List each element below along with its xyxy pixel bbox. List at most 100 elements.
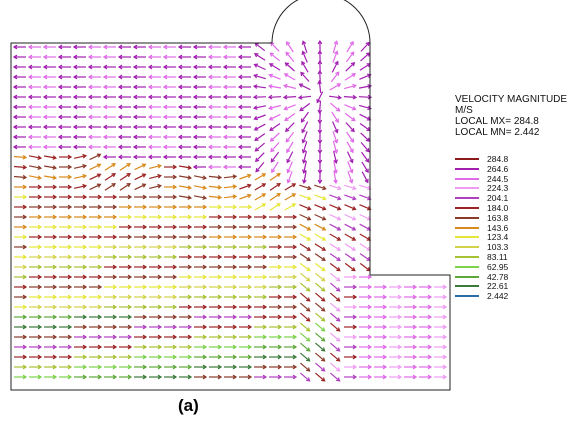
velocity-arrowhead bbox=[268, 73, 274, 78]
velocity-arrowhead bbox=[382, 294, 388, 300]
velocity-arrow bbox=[284, 113, 296, 121]
velocity-arrowhead bbox=[202, 314, 208, 320]
velocity-arrowhead bbox=[365, 147, 370, 153]
velocity-arrowhead bbox=[412, 334, 418, 340]
velocity-arrowhead bbox=[247, 254, 253, 260]
velocity-arrowhead bbox=[112, 324, 118, 330]
velocity-arrowhead bbox=[52, 264, 58, 270]
velocity-arrow bbox=[329, 184, 341, 190]
velocity-arrowhead bbox=[157, 224, 163, 230]
velocity-arrowhead bbox=[202, 264, 208, 270]
velocity-arrowhead bbox=[127, 314, 133, 320]
velocity-arrowhead bbox=[97, 364, 103, 370]
velocity-arrowhead bbox=[298, 83, 304, 88]
velocity-arrow bbox=[302, 141, 308, 153]
velocity-arrowhead bbox=[177, 74, 183, 80]
velocity-arrowhead bbox=[132, 104, 138, 110]
velocity-arrowhead bbox=[142, 354, 148, 360]
velocity-arrowhead bbox=[335, 317, 341, 322]
velocity-arrow bbox=[286, 41, 294, 53]
velocity-arrowhead bbox=[232, 194, 238, 199]
velocity-arrowhead bbox=[336, 216, 342, 221]
velocity-arrowhead bbox=[112, 364, 118, 370]
velocity-arrowhead bbox=[112, 314, 118, 320]
velocity-arrowhead bbox=[202, 214, 208, 220]
velocity-arrowhead bbox=[187, 264, 193, 270]
velocity-arrowhead bbox=[27, 44, 33, 50]
velocity-arrowhead bbox=[292, 334, 298, 340]
velocity-arrowhead bbox=[283, 73, 289, 78]
velocity-arrowhead bbox=[247, 264, 253, 270]
velocity-arrowhead bbox=[67, 234, 73, 240]
velocity-arrow bbox=[330, 302, 340, 312]
velocity-arrowhead bbox=[364, 178, 369, 184]
velocity-arrowhead bbox=[117, 144, 123, 150]
velocity-arrowhead bbox=[333, 179, 338, 185]
legend-row: 224.3 bbox=[455, 183, 508, 193]
velocity-arrowhead bbox=[292, 324, 298, 330]
velocity-arrowhead bbox=[162, 114, 168, 120]
velocity-arrowhead bbox=[442, 334, 448, 340]
velocity-arrowhead bbox=[96, 183, 102, 188]
velocity-arrowhead bbox=[42, 144, 48, 150]
velocity-arrow bbox=[303, 170, 307, 184]
velocity-arrowhead bbox=[305, 367, 311, 372]
velocity-arrowhead bbox=[262, 274, 268, 280]
velocity-arrowhead bbox=[365, 137, 371, 142]
velocity-arrowhead bbox=[397, 364, 403, 370]
velocity-arrowhead bbox=[132, 154, 138, 160]
velocity-arrow bbox=[314, 223, 326, 231]
velocity-arrowhead bbox=[306, 277, 311, 282]
velocity-arrowhead bbox=[82, 194, 88, 200]
velocity-arrowhead bbox=[247, 344, 253, 350]
velocity-arrowhead bbox=[382, 364, 388, 370]
velocity-arrowhead bbox=[67, 324, 73, 330]
velocity-arrow bbox=[286, 151, 294, 163]
velocity-arrowhead bbox=[237, 64, 243, 70]
velocity-arrow bbox=[315, 322, 325, 332]
velocity-arrowhead bbox=[37, 364, 43, 370]
velocity-arrowhead bbox=[147, 154, 153, 160]
velocity-arrowhead bbox=[320, 377, 326, 382]
velocity-arrowhead bbox=[162, 74, 168, 80]
velocity-arrowhead bbox=[336, 83, 342, 88]
velocity-arrow bbox=[254, 133, 266, 141]
velocity-arrowhead bbox=[22, 324, 28, 330]
velocity-arrowhead bbox=[333, 50, 339, 55]
velocity-arrowhead bbox=[42, 84, 48, 90]
velocity-arrow bbox=[270, 151, 280, 163]
velocity-arrowhead bbox=[37, 165, 43, 170]
velocity-arrow bbox=[300, 292, 310, 302]
velocity-arrowhead bbox=[276, 172, 281, 178]
velocity-arrow bbox=[254, 53, 266, 61]
velocity-arrowhead bbox=[112, 294, 118, 300]
velocity-arrowhead bbox=[37, 354, 43, 360]
velocity-arrow bbox=[359, 123, 371, 131]
velocity-arrowhead bbox=[187, 304, 193, 310]
velocity-arrowhead bbox=[127, 284, 133, 290]
velocity-arrowhead bbox=[157, 194, 163, 200]
velocity-arrowhead bbox=[72, 54, 78, 60]
velocity-arrowhead bbox=[261, 193, 267, 198]
legend-row: 264.6 bbox=[455, 164, 508, 174]
legend-row: 163.8 bbox=[455, 213, 508, 223]
velocity-arrow bbox=[13, 155, 27, 159]
velocity-arrowhead bbox=[132, 44, 138, 50]
velocity-arrowhead bbox=[270, 147, 275, 153]
velocity-arrowhead bbox=[261, 183, 267, 188]
velocity-arrowhead bbox=[157, 234, 163, 240]
velocity-arrowhead bbox=[142, 254, 148, 260]
velocity-arrowhead bbox=[412, 364, 418, 370]
velocity-arrowhead bbox=[12, 114, 18, 120]
velocity-arrowhead bbox=[42, 94, 48, 100]
velocity-arrowhead bbox=[117, 74, 123, 80]
velocity-arrowhead bbox=[142, 294, 148, 300]
velocity-arrow bbox=[331, 61, 339, 73]
velocity-arrow bbox=[13, 165, 27, 169]
velocity-arrowhead bbox=[27, 144, 33, 150]
velocity-arrowhead bbox=[247, 214, 253, 220]
velocity-arrowhead bbox=[367, 304, 373, 310]
velocity-arrowhead bbox=[253, 73, 258, 79]
velocity-arrow bbox=[73, 185, 87, 189]
velocity-arrow bbox=[285, 62, 295, 72]
